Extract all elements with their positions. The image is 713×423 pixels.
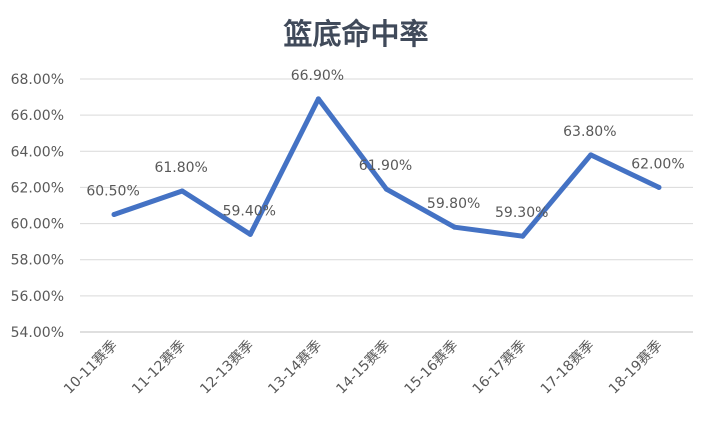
x-tick-label: 11-12赛季 xyxy=(129,338,189,398)
x-tick-label: 17-18赛季 xyxy=(538,338,598,398)
y-tick-label: 62.00% xyxy=(11,180,64,196)
x-tick-label: 10-11赛季 xyxy=(61,338,121,398)
x-tick-label: 16-17赛季 xyxy=(470,338,530,398)
x-tick-label: 15-16赛季 xyxy=(402,338,462,398)
data-point xyxy=(111,212,117,218)
data-point xyxy=(588,152,594,158)
data-point xyxy=(520,233,526,239)
y-tick-label: 60.00% xyxy=(11,217,64,233)
data-label: 60.50% xyxy=(86,184,139,200)
x-tick-label: 13-14赛季 xyxy=(265,338,325,398)
series-layer xyxy=(111,96,662,239)
data-point xyxy=(452,224,458,230)
y-axis-ticks: 54.00% 56.00% 58.00% 60.00% 62.00% 64.00% 66.0… xyxy=(11,72,64,341)
data-label: 59.40% xyxy=(223,203,276,219)
x-tick-label: 14-15赛季 xyxy=(333,338,393,398)
gridlines xyxy=(80,78,693,333)
data-point xyxy=(384,186,389,192)
data-label: 61.80% xyxy=(154,160,207,176)
y-tick-label: 68.00% xyxy=(11,72,64,88)
x-tick-label: 12-13赛季 xyxy=(197,338,257,398)
data-label: 59.30% xyxy=(495,205,548,221)
x-axis-ticks: 10-11赛季 11-12赛季 12-13赛季 13-14赛季 14-15赛季 15-16… xyxy=(61,338,666,398)
data-label: 61.90% xyxy=(359,158,412,174)
y-tick-label: 64.00% xyxy=(11,144,64,160)
data-label: 66.90% xyxy=(291,68,344,84)
y-tick-label: 56.00% xyxy=(11,289,64,305)
data-point xyxy=(315,96,321,102)
data-point xyxy=(247,231,253,237)
data-label: 59.80% xyxy=(427,196,480,212)
data-labels: 60.50% 61.80% 59.40% 66.90% 61.90% 59.80% 59.3… xyxy=(86,68,684,221)
data-point xyxy=(179,188,185,194)
y-tick-label: 66.00% xyxy=(11,108,64,124)
x-tick-label: 18-19赛季 xyxy=(606,338,666,398)
data-label: 63.80% xyxy=(563,124,616,140)
data-label: 62.00% xyxy=(631,156,684,172)
y-tick-label: 54.00% xyxy=(11,325,64,341)
chart-title: 篮底命中率 xyxy=(282,17,428,51)
y-tick-label: 58.00% xyxy=(11,253,64,269)
data-point xyxy=(656,184,662,190)
